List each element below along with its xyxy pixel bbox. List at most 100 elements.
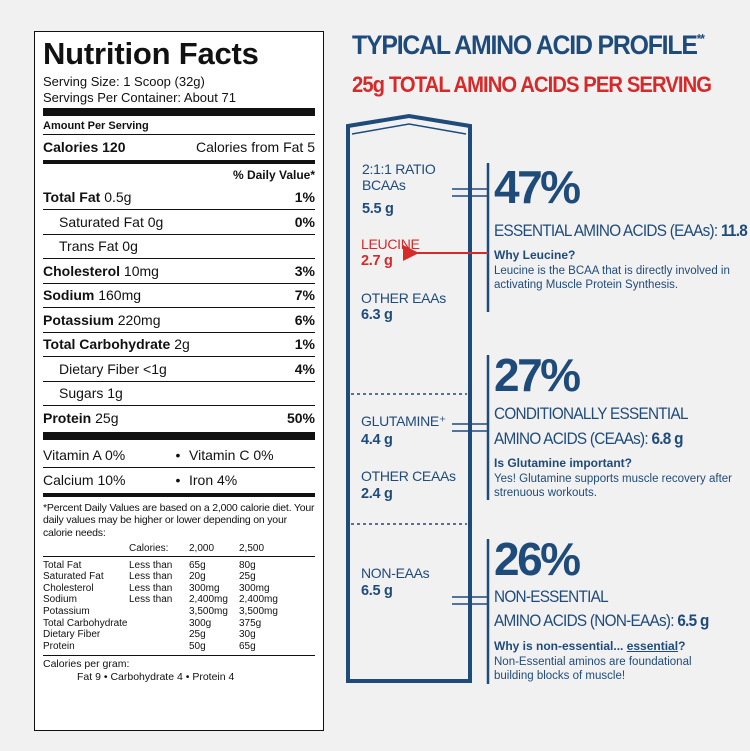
glutamine-answer: Yes! Glutamine supports muscle recovery … [494,473,732,499]
dv-table-row: Total Fat Less than 65g 80g [43,556,315,571]
nutrient-amount: 0.5g [104,188,132,205]
serving-size: Serving Size: 1 Scoop (32g) [43,74,205,89]
nutrient-row: Sugars 1g [43,380,315,406]
dv-table-cell: 3,500mg [239,605,278,617]
other-eaas-label: OTHER EAAs [361,290,446,306]
question-prefix: Why is non-essential... [494,639,624,653]
dv-table-cell: Less than [129,571,173,583]
bcaas-label: BCAAs [362,177,406,193]
nutrient-name: Saturated Fat [59,213,144,230]
nutrient-name: Sodium [43,287,95,304]
calories-row: Calories 120 Calories from Fat 5 [43,134,315,159]
calories-per-gram-values: Fat 9 • Carbohydrate 4 • Protein 4 [77,671,235,684]
non-essential-question: Why is non-essential... essential? [494,639,685,653]
calories-label: Calories 120 [43,138,126,155]
nutrient-name: Total Carbohydrate [43,336,171,353]
other-eaas-value: 6.3 g [361,307,393,323]
nutrient-row: Trans Fat 0g [43,233,315,259]
amount-per-serving: Amount Per Serving [43,120,149,132]
dv-table-cell: Saturated Fat [43,571,104,583]
dv-table-cell: Total Carbohydrate [43,617,128,629]
nutrient-name-amount: Sodium 160mg [43,287,141,303]
ceaa-desc-text: AMINO ACIDS (CEAAs): [494,429,649,448]
dv-table-row: Total Carbohydrate 300g 375g [43,618,315,630]
vitamin-item: Vitamin A 0% [43,446,126,463]
dv-table-cell: 50g [189,640,206,652]
eaa-desc-text: ESSENTIAL AMINO ACIDS (EAAs): [494,221,718,240]
dv-table-cell: 300mg [239,582,270,594]
calories-from-fat: Calories from Fat 5 [195,138,315,155]
nutrient-row: Total Fat 0.5g 1% [43,185,315,210]
nutrient-name-amount: Potassium 220mg [43,312,161,328]
dv-table-cell: Protein [43,640,75,652]
nutrient-daily-value: 6% [294,311,315,328]
nutrient-name: Total Fat [43,188,101,205]
dv-table-cell: 25g [239,571,256,583]
vitamin-list: Vitamin A 0% • Vitamin C 0% Calcium 10% • Iro… [43,443,315,492]
nutrient-row: Total Carbohydrate 2g 1% [43,331,315,357]
nutrient-name-amount: Total Fat 0.5g [43,189,131,205]
nutrient-name: Dietary Fiber [59,360,140,377]
nutrient-amount: 1g [107,385,123,402]
dv-table-cell: 300mg [189,582,220,594]
dv-table-cell: 30g [239,629,256,641]
dv-table-cell: 2,500 [239,543,315,557]
nutrient-name: Potassium [43,311,114,328]
amino-profile-title: TYPICAL AMINO ACID PROFILE** [352,30,705,61]
amino-title-text: TYPICAL AMINO ACID PROFILE [352,30,698,60]
nutrient-row: Potassium 220mg 6% [43,307,315,332]
dv-table-row: Protein 50g 65g [43,641,315,653]
dv-table-row: Cholesterol Less than 300mg 300mg [43,583,315,595]
nutrient-list: Total Fat 0.5g 1% Saturated Fat 0g 0% Trans … [43,185,315,430]
amino-profile-subtitle: 25g TOTAL AMINO ACIDS PER SERVING [352,72,712,97]
daily-value-header: % Daily Value* [232,167,315,182]
dv-table-cell: Less than [129,594,173,606]
nutrition-title: Nutrition Facts [43,36,259,71]
divider-medium [43,492,315,497]
nutrition-facts-panel: Nutrition Facts Serving Size: 1 Scoop (3… [34,31,324,731]
nutrient-row: Dietary Fiber <1g 4% [43,356,315,381]
non-eaas-value: 6.5 g [361,583,393,599]
nutrient-name-amount: Cholesterol 10mg [43,263,159,279]
leucine-question: Why Leucine? [494,248,576,262]
nutrient-name: Protein [43,409,92,426]
dv-table-cell: Dietary Fiber [43,629,101,641]
nutrient-amount: <1g [143,360,167,377]
nutrient-name-amount: Saturated Fat 0g [59,214,163,230]
bullet-icon: • [175,446,181,463]
dv-table-cell: Less than [129,559,173,571]
nutrient-name: Cholesterol [43,262,121,279]
dv-table-row: Sodium Less than 2,400mg 2,400mg [43,594,315,606]
non-eaa-desc-text: AMINO ACIDS (NON-EAAs): [494,611,675,630]
dv-table-cell: 25g [189,629,206,641]
dv-table-cell [43,543,129,557]
vitamin-item: Vitamin C 0% [189,446,274,463]
nutrient-amount: 0g [122,238,138,255]
eaa-description: ESSENTIAL AMINO ACIDS (EAAs): 11.8 g [494,220,750,242]
nutrient-daily-value: 1% [294,188,315,205]
bcaas-value: 5.5 g [362,201,394,217]
non-eaa-percent: 26% [494,533,581,585]
calories-per-gram-label: Calories per gram: [43,658,130,671]
servings-per-container: Servings Per Container: About 71 [43,90,236,105]
non-eaas-label: NON-EAAs [361,565,430,581]
dv-table-cell: 2,400mg [189,594,228,606]
divider-thick [43,431,315,440]
dv-table-row: Calories: 2,000 2,500 [43,543,315,557]
other-ceaas-value: 2.4 g [361,486,393,502]
leucine-label: LEUCINE [361,236,420,252]
nutrient-amount: 220mg [117,311,161,328]
eaa-percent: 47% [494,161,581,213]
nutrient-daily-value: 4% [294,360,315,377]
column-inner-roof [351,123,467,135]
nutrient-amount: 160mg [98,287,142,304]
nutrient-amount: 2g [174,336,190,353]
question-link[interactable]: essential [626,639,679,653]
nutrient-name-amount: Sugars 1g [59,385,123,401]
dv-table-cell: 65g [239,640,256,652]
leucine-answer: Leucine is the BCAA that is directly inv… [494,265,730,291]
non-eaa-desc-line2: AMINO ACIDS (NON-EAAs): 6.5 g [494,610,709,632]
nutrient-daily-value: 50% [286,409,315,426]
dv-table-cell: 3,500mg [189,605,228,617]
